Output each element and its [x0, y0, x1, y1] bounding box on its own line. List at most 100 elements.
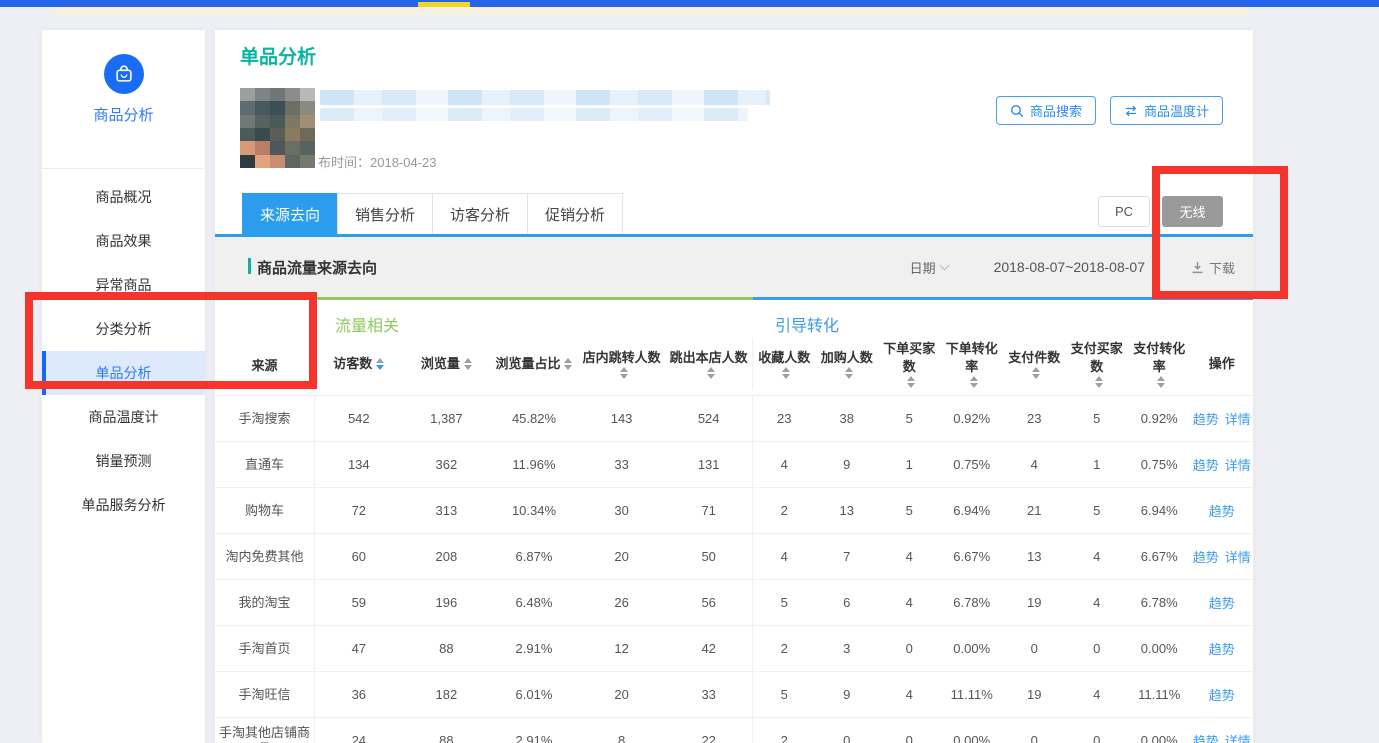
sort-icon[interactable]	[1094, 376, 1103, 388]
source-cell: 购物车	[215, 488, 315, 533]
pc-toggle-button[interactable]: PC	[1098, 196, 1150, 227]
value-cell: 6.67%	[1140, 549, 1178, 564]
value-cell: 24	[351, 733, 367, 743]
value-cell: 143	[610, 411, 633, 426]
column-header[interactable]: 跳出本店人数	[665, 338, 753, 390]
value-cell: 59	[351, 595, 367, 610]
value-cell: 6.78%	[953, 595, 991, 610]
column-header[interactable]: 支付转化率	[1128, 338, 1191, 390]
column-header[interactable]: 收藏人数	[753, 338, 816, 390]
download-icon	[1192, 261, 1203, 273]
value-cell: 4	[1093, 687, 1101, 702]
source-cell: 手淘搜索	[215, 396, 315, 441]
source-cell: 手淘首页	[215, 626, 315, 671]
detail-link[interactable]: 详情	[1224, 458, 1251, 473]
value-cell: 131	[665, 442, 753, 487]
tab-inactive[interactable]: 销售分析	[337, 193, 433, 237]
column-header[interactable]: 支付买家数	[1065, 338, 1128, 390]
section-controls: 日期 2018-08-07~2018-08-07 下载	[910, 237, 1235, 297]
annotation-box-right	[1152, 166, 1288, 299]
value-cell: 2	[780, 733, 788, 743]
traffic-group-underline	[215, 297, 753, 300]
column-header[interactable]: 浏览量占比	[490, 338, 578, 390]
sort-icon[interactable]	[844, 367, 853, 379]
trend-link[interactable]: 趋势	[1192, 458, 1219, 473]
column-header[interactable]: 下单转化率	[940, 338, 1003, 390]
sidebar-item-link[interactable]: 异常商品	[95, 277, 152, 293]
column-header[interactable]: 访客数	[315, 338, 403, 390]
value-cell: 182	[435, 687, 458, 702]
product-search-button[interactable]: 商品搜索	[995, 96, 1096, 125]
sidebar-item-link[interactable]: 商品效果	[95, 233, 152, 249]
value-cell: 313	[435, 503, 458, 518]
tab-inactive[interactable]: 促销分析	[527, 193, 623, 237]
sort-icon[interactable]	[782, 367, 791, 379]
sort-icon[interactable]	[619, 367, 628, 379]
trend-link[interactable]: 趋势	[1192, 550, 1219, 565]
sidebar-item-link[interactable]: 分类分析	[95, 321, 152, 337]
sort-icon[interactable]	[907, 376, 916, 388]
trend-link[interactable]: 趋势	[1208, 642, 1235, 657]
column-header[interactable]: 店内跳转人数	[578, 338, 666, 390]
trend-link[interactable]: 趋势	[1208, 688, 1235, 703]
product-thermometer-button[interactable]: 商品温度计	[1109, 96, 1223, 125]
conversion-group-underline	[753, 297, 1253, 300]
sort-icon[interactable]	[376, 358, 385, 370]
sort-icon[interactable]	[706, 367, 715, 379]
product-image	[240, 88, 315, 168]
date-dropdown[interactable]: 日期	[910, 258, 950, 277]
value-cell: 0.75%	[953, 457, 991, 472]
trend-link[interactable]: 趋势	[1192, 412, 1219, 427]
trend-link[interactable]: 趋势	[1208, 504, 1235, 519]
value-cell: 5	[780, 595, 788, 610]
column-header[interactable]: 加购人数	[815, 338, 878, 390]
tab-active[interactable]: 来源去向	[242, 193, 338, 237]
column-header[interactable]: 支付件数	[1003, 338, 1066, 390]
value-cell: 9	[843, 687, 851, 702]
value-cell: 4	[1093, 549, 1101, 564]
value-cell: 7	[843, 549, 851, 564]
sort-icon[interactable]	[1032, 367, 1041, 379]
header-buttons: 商品搜索 商品温度计	[995, 96, 1223, 125]
value-cell: 6.48%	[515, 595, 553, 610]
date-range-value[interactable]: 2018-08-07~2018-08-07	[993, 259, 1145, 275]
value-cell: 20	[614, 549, 629, 564]
sidebar-item-link[interactable]: 单品服务分析	[81, 497, 166, 513]
wireless-toggle-button[interactable]: 无线	[1162, 196, 1223, 227]
value-cell: 0.00%	[1140, 641, 1178, 656]
value-cell: 42	[665, 626, 753, 671]
table-row: 直通车 134 362 11.96% 33 131 4 9 1 0.75% 4 1 0.75% 趋势 详情	[215, 442, 1253, 488]
sidebar-item-link[interactable]: 商品概况	[95, 189, 152, 205]
value-cell: 56	[665, 580, 753, 625]
trend-link[interactable]: 趋势	[1208, 596, 1235, 611]
tab-inactive[interactable]: 访客分析	[432, 193, 528, 237]
table-row: 我的淘宝 59 196 6.48% 26 56 5 6 4 6.78% 19 4 6.78% 趋势	[215, 580, 1253, 626]
value-cell: 19	[1026, 687, 1042, 702]
sidebar-item-link[interactable]: 商品温度计	[88, 409, 159, 425]
detail-link[interactable]: 详情	[1224, 412, 1251, 427]
sort-icon[interactable]	[463, 358, 472, 370]
table-body: 手淘搜索 542 1,387 45.82% 143 524 23 38 5 0.92% 23 5 0.9…	[215, 396, 1253, 743]
detail-link[interactable]: 详情	[1224, 734, 1251, 743]
action-cell: 趋势 详情	[1190, 534, 1253, 579]
value-cell: 4	[1030, 457, 1038, 472]
column-headers: 来源 访客数 浏览量 浏览量占比 店内跳转人数 跳出本店人数 收藏人数 加购人数 下单买家数下…	[215, 338, 1253, 390]
browser-top-bar	[0, 0, 1379, 7]
sidebar-item-link[interactable]: 销量预测	[95, 453, 152, 469]
detail-link[interactable]: 详情	[1224, 550, 1251, 565]
sort-icon[interactable]	[1157, 376, 1166, 388]
value-cell: 1,387	[430, 411, 463, 426]
sort-icon[interactable]	[969, 376, 978, 388]
sort-icon[interactable]	[564, 358, 573, 370]
value-cell: 5	[780, 687, 788, 702]
device-toggle: PC 无线	[1098, 196, 1223, 227]
value-cell: 12	[614, 641, 629, 656]
trend-link[interactable]: 趋势	[1192, 734, 1219, 743]
action-cell: 趋势	[1190, 580, 1253, 625]
column-header[interactable]: 下单买家数	[878, 338, 941, 390]
download-button[interactable]: 下载	[1191, 258, 1235, 277]
column-header[interactable]: 浏览量	[403, 338, 491, 390]
table-row: 淘内免费其他 60 208 6.87% 20 50 4 7 4 6.67% 13 4 6.67% 趋势 详情	[215, 534, 1253, 580]
value-cell: 3	[843, 641, 851, 656]
